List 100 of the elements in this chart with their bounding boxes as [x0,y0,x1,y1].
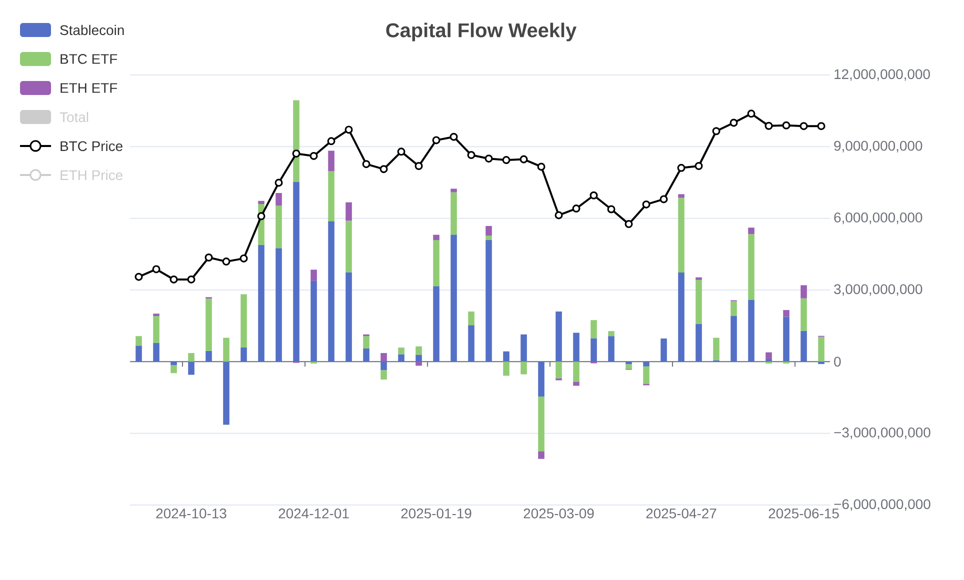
bar [346,202,352,221]
point [484,154,493,163]
x-tick-label: 2024-10-13 [156,508,226,518]
bar [346,220,352,272]
point [642,200,650,208]
bar [170,364,177,374]
bar [328,150,334,172]
point [730,118,738,127]
bar [818,362,824,364]
bar [486,240,492,362]
bar [310,280,317,362]
bar [696,277,702,280]
point [397,148,406,156]
bar [136,336,142,346]
bar [433,240,440,286]
bar [503,351,510,362]
bar [206,298,212,351]
x-tick-label: 2025-03-09 [524,508,594,518]
bar [153,316,160,343]
bar [696,324,702,362]
bar [433,286,440,362]
y-tick-label: 6,000,000,000 [834,212,922,224]
bar [486,236,492,240]
point [764,122,773,130]
point [572,204,580,213]
y-tick-label: 0 [834,356,841,367]
point [414,162,423,170]
point [152,265,160,274]
point [677,164,686,172]
bar [136,346,142,362]
bar [590,320,597,338]
bar [748,228,754,234]
legend-label: ETH ETF [60,83,118,93]
bar [223,338,230,362]
point [362,160,370,168]
bar [800,298,807,331]
bar [450,192,457,235]
point [257,212,266,220]
bar [293,182,300,362]
bar [450,188,457,192]
bar [398,354,404,362]
bar [433,234,440,240]
bar [223,362,230,425]
bar [170,362,177,365]
bar [206,350,212,362]
point [274,178,283,187]
y-tick-label: 12,000,000,000 [834,69,930,81]
point [694,162,703,170]
bar [590,338,597,362]
point [170,275,178,284]
bar [346,272,352,362]
bar [450,234,457,362]
point [292,150,300,158]
bar [363,348,370,362]
point [502,156,510,164]
bar [153,314,160,316]
bar [800,330,807,362]
bar [818,336,824,362]
point [747,110,756,118]
bar [486,226,492,236]
point [204,253,213,262]
point [240,254,248,262]
bar [153,342,160,362]
bar [310,270,317,281]
bar [276,192,282,206]
bar [328,171,334,222]
bar [783,316,790,362]
y-tick-label: 9,000,000,000 [834,140,922,152]
point [380,165,388,174]
bar [678,194,684,198]
bar [416,346,422,355]
point [432,136,440,144]
point [712,127,720,136]
point [222,258,230,266]
point [450,132,458,141]
bar [730,316,737,362]
bar [573,382,580,386]
bar [626,364,632,370]
bar [258,244,264,362]
chart-title: Capital Flow Weekly [386,22,577,42]
bar [520,334,527,362]
bar [503,362,510,376]
point [520,155,528,164]
point [800,122,808,130]
bar [678,272,684,362]
bar [748,234,754,300]
x-tick-label: 2025-04-27 [646,508,716,518]
bar [380,353,387,362]
legend-label: BTC ETF [60,54,118,64]
point [782,121,790,130]
y-tick-label: −6,000,000,000 [834,499,930,511]
bar [416,362,422,366]
bar [556,311,562,362]
x-tick-label: 2025-01-19 [401,508,472,518]
bar [240,294,247,348]
bar [380,362,387,370]
bar [538,396,544,452]
bar [556,362,562,378]
point [817,122,826,130]
point [310,152,318,160]
